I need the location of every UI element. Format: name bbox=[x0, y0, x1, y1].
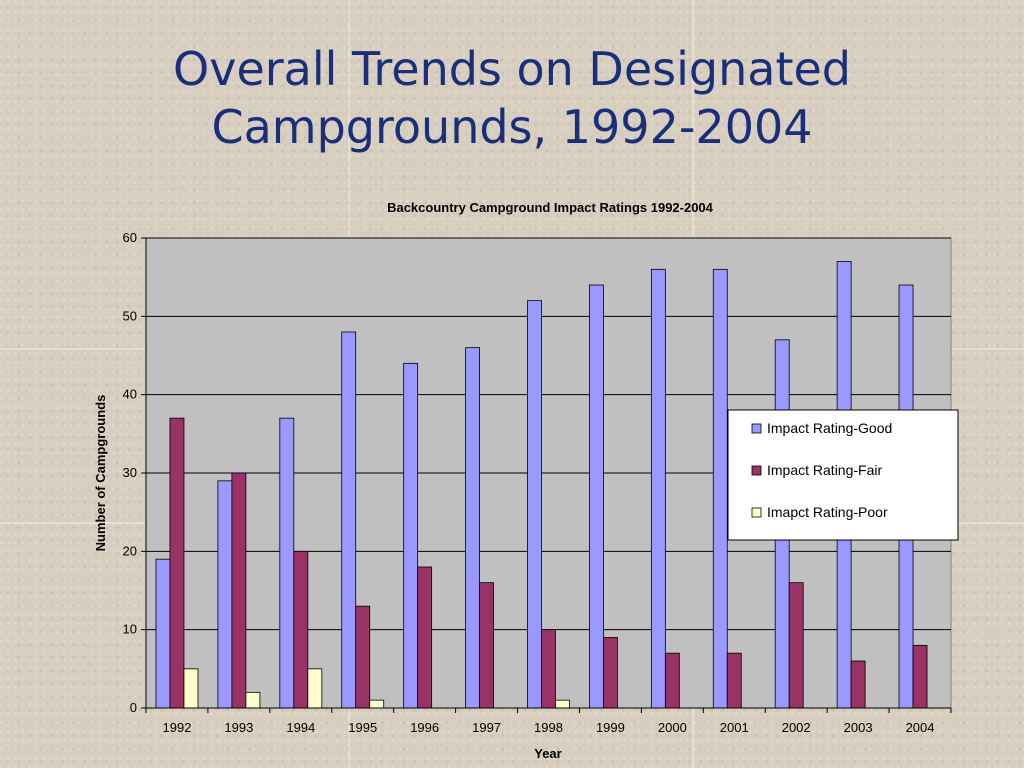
x-axis-label: Year bbox=[534, 746, 561, 761]
x-tick-label: 2003 bbox=[844, 720, 873, 735]
x-tick-label: 1995 bbox=[348, 720, 377, 735]
bar-impact-rating-fair-2004 bbox=[912, 644, 928, 709]
bar-impact-rating-fair-1993 bbox=[231, 472, 247, 709]
bar-imapct-rating-poor-1998 bbox=[555, 699, 570, 709]
y-tick-label: 50 bbox=[123, 308, 137, 323]
x-tick-label: 1996 bbox=[410, 720, 439, 735]
bar-imapct-rating-poor-1994 bbox=[307, 668, 323, 709]
x-tick-label: 1993 bbox=[224, 720, 253, 735]
y-axis-label: Number of Campgrounds bbox=[93, 395, 108, 552]
bar-impact-rating-good-1994 bbox=[279, 417, 295, 709]
bar-impact-rating-fair-1995 bbox=[355, 605, 371, 709]
legend-swatch bbox=[751, 423, 762, 434]
bar-impact-rating-good-2000 bbox=[650, 268, 666, 709]
bar-impact-rating-fair-2003 bbox=[850, 660, 866, 709]
x-tick-label: 2002 bbox=[782, 720, 811, 735]
bar-impact-rating-fair-1992 bbox=[169, 417, 185, 709]
bar-imapct-rating-poor-1995 bbox=[369, 699, 385, 709]
y-tick-label: 0 bbox=[130, 700, 137, 715]
y-tick-label: 60 bbox=[123, 230, 137, 245]
x-tick-label: 1999 bbox=[596, 720, 625, 735]
x-tick-label: 2000 bbox=[658, 720, 687, 735]
y-tick-label: 20 bbox=[123, 543, 137, 558]
bar-impact-rating-fair-2000 bbox=[664, 652, 680, 709]
bar-impact-rating-good-1998 bbox=[527, 300, 542, 709]
x-tick-label: 1994 bbox=[286, 720, 315, 735]
legend-box bbox=[727, 409, 959, 541]
bar-impact-rating-fair-1997 bbox=[479, 582, 494, 709]
bar-impact-rating-good-2001 bbox=[712, 268, 728, 709]
legend-swatch bbox=[751, 507, 762, 518]
legend-label: Impact Rating-Good bbox=[767, 420, 892, 436]
slide-title-line1: Overall Trends on Designated bbox=[173, 42, 851, 96]
x-tick-label: 1998 bbox=[534, 720, 563, 735]
legend-label: Imapct Rating-Poor bbox=[767, 504, 888, 520]
bar-impact-rating-fair-1999 bbox=[603, 637, 618, 709]
y-tick-label: 10 bbox=[123, 622, 137, 637]
chart-title: Backcountry Campground Impact Ratings 19… bbox=[387, 200, 714, 215]
x-tick-label: 2004 bbox=[906, 720, 935, 735]
x-tick-label: 1997 bbox=[472, 720, 501, 735]
x-tick-label: 1992 bbox=[163, 720, 192, 735]
slide-title: Overall Trends on Designated Campgrounds… bbox=[0, 40, 1024, 156]
y-tick-label: 40 bbox=[123, 387, 137, 402]
bar-impact-rating-good-1993 bbox=[217, 480, 233, 709]
bar-impact-rating-fair-2002 bbox=[788, 582, 804, 709]
legend-swatch bbox=[751, 465, 762, 476]
bar-impact-rating-good-1996 bbox=[403, 362, 419, 709]
bar-impact-rating-fair-2001 bbox=[726, 652, 742, 709]
bar-impact-rating-good-1999 bbox=[589, 284, 604, 709]
bar-impact-rating-fair-1996 bbox=[417, 566, 433, 709]
slide-title-line2: Campgrounds, 1992-2004 bbox=[211, 100, 813, 154]
chart-legend: Impact Rating-Good Impact Rating-Fair Imap… bbox=[727, 409, 959, 541]
bar-impact-rating-good-1997 bbox=[465, 347, 480, 709]
bar-imapct-rating-poor-1993 bbox=[245, 691, 261, 709]
bar-impact-rating-good-1995 bbox=[341, 331, 357, 709]
y-tick-label: 30 bbox=[123, 465, 137, 480]
legend-label: Impact Rating-Fair bbox=[767, 462, 882, 478]
bar-impact-rating-fair-1994 bbox=[293, 550, 309, 709]
bar-impact-rating-good-1992 bbox=[155, 558, 171, 709]
x-tick-label: 2001 bbox=[720, 720, 749, 735]
bar-imapct-rating-poor-1992 bbox=[183, 668, 199, 709]
bar-impact-rating-fair-1998 bbox=[541, 629, 556, 709]
